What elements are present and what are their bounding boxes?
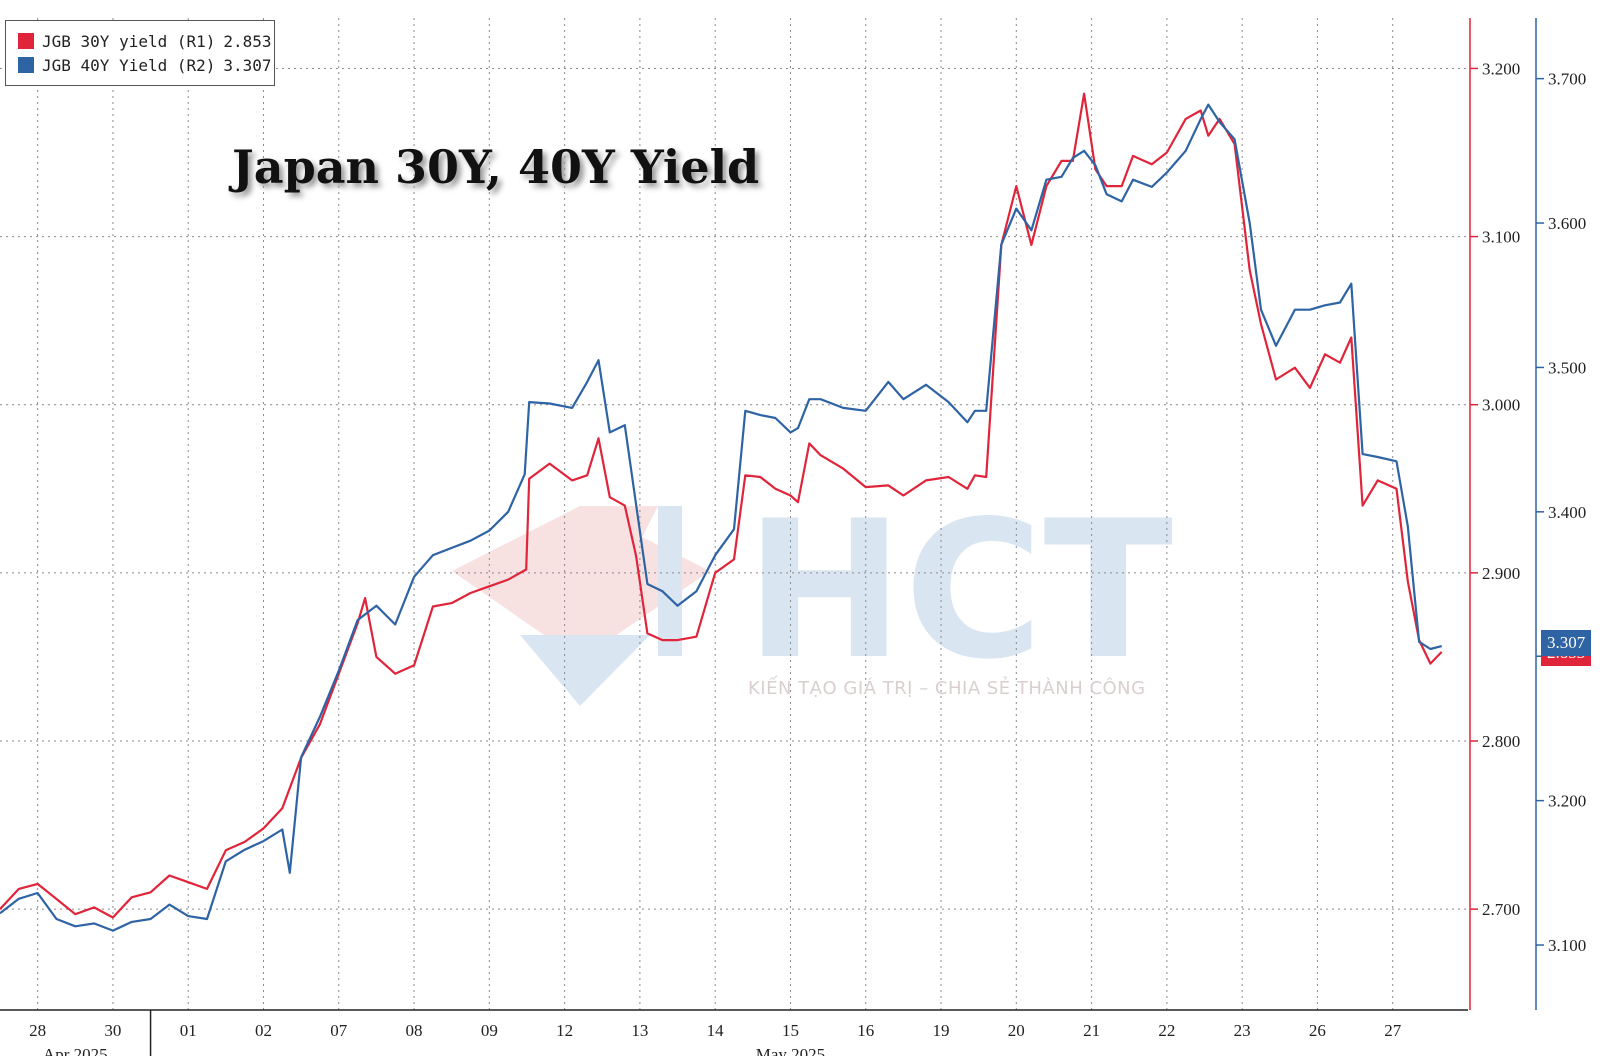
r1-tick-label: 3.000 [1482,396,1520,415]
x-tick-label: 12 [556,1021,573,1040]
legend-item-jgb-40y: JGB 40Y Yield (R2) 3.307 [18,53,274,77]
legend-swatch-blue [18,57,34,73]
legend-swatch-red [18,33,34,49]
x-tick-label: 27 [1384,1021,1402,1040]
watermark-logo-text: HCT [745,480,1173,701]
x-tick-label: 21 [1083,1021,1100,1040]
r2-tick-label: 3.600 [1548,214,1586,233]
legend-label: JGB 40Y Yield (R2) [42,55,216,75]
legend-item-jgb-30y: JGB 30Y yield (R1) 2.853 [18,29,274,53]
x-period-label: May 2025 [756,1045,825,1056]
x-tick-label: 30 [104,1021,121,1040]
x-tick-label: 16 [857,1021,874,1040]
last-value-tag-40y: 3.307 [1541,630,1592,656]
legend-value: 3.307 [223,55,272,75]
r1-tick-label: 3.100 [1482,228,1520,247]
x-tick-label: 02 [255,1021,272,1040]
r2-tick-label: 3.100 [1548,936,1586,955]
r2-tick-label: 3.200 [1548,792,1586,811]
x-tick-label: 09 [481,1021,498,1040]
r1-tick-label: 2.700 [1482,900,1520,919]
x-tick-label: 23 [1234,1021,1251,1040]
r2-tick-label: 3.400 [1548,503,1586,522]
r2-tick-label: 3.500 [1548,358,1586,377]
series-line-jgb-30y [0,92,1443,919]
x-tick-label: 22 [1158,1021,1175,1040]
x-tick-label: 28 [29,1021,46,1040]
r2-tick-label: 3.700 [1548,70,1586,89]
x-tick-label: 13 [631,1021,648,1040]
x-tick-label: 08 [406,1021,423,1040]
r1-tick-label: 3.200 [1482,59,1520,78]
x-tick-label: 20 [1008,1021,1025,1040]
x-tick-label: 01 [180,1021,197,1040]
x-tick-label: 15 [782,1021,799,1040]
watermark-tagline: KIẾN TẠO GIÁ TRỊ – CHIA SẺ THÀNH CÔNG [748,678,1146,699]
legend-label: JGB 30Y yield (R1) [42,31,216,51]
axes: 28 30 01 02 07 08 09 12 13 14 15 16 19 20 21 22 23 26 27 Ap… [0,18,1586,1056]
x-tick-label: 26 [1309,1021,1326,1040]
grid [0,18,1470,1010]
r1-tick-label: 2.800 [1482,732,1520,751]
series-lines [0,92,1443,932]
legend: JGB 30Y yield (R1) 2.853 JGB 40Y Yield (… [5,20,275,86]
x-tick-label: 14 [707,1021,725,1040]
r1-tick-label: 2.900 [1482,564,1520,583]
legend-value: 2.853 [223,31,272,51]
x-tick-label: 07 [330,1021,348,1040]
x-tick-label: 19 [933,1021,950,1040]
hct-watermark-logo: HCT [452,480,1173,706]
series-line-jgb-40y [0,103,1442,932]
chart-title: Japan 30Y, 40Y Yield [232,140,760,194]
x-period-label: Apr 2025 [43,1045,108,1056]
